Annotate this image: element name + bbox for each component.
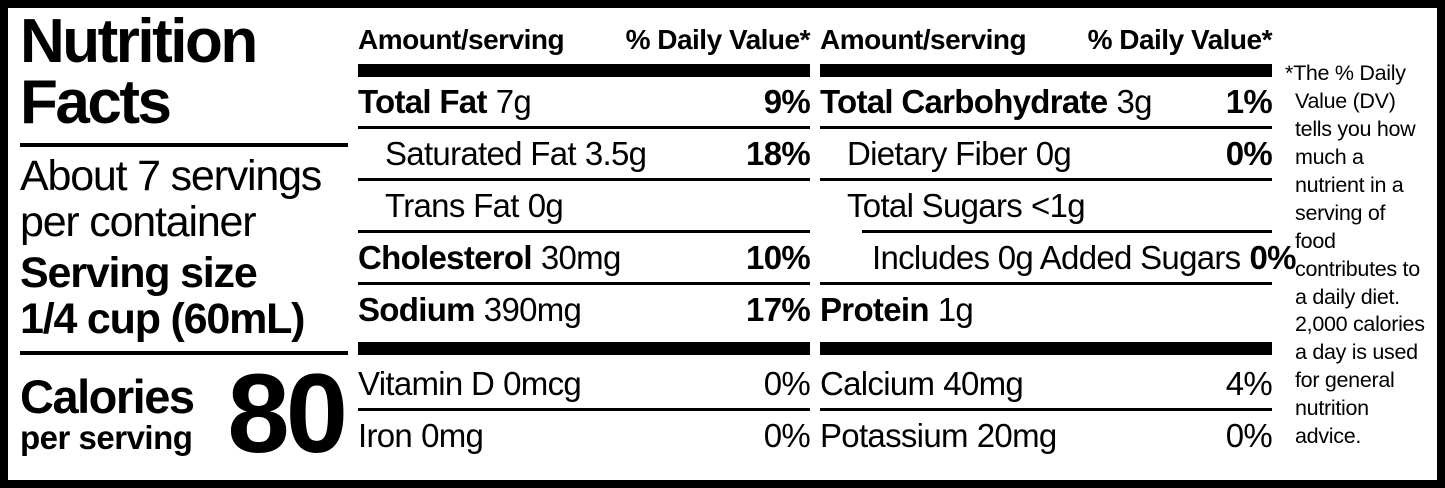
divider-indented [862,230,1272,233]
identity-panel: Nutrition Facts About 7 servings per con… [8,8,348,480]
divider [358,408,810,411]
nutrient-name: Sodium [358,290,475,328]
nutrient-row-sodium: Sodium 390mg 17% [358,285,811,334]
nutrient-row-trans-fat: Trans Fat 0g [358,181,810,230]
nutrient-row-iron: Iron 0mg 0% [358,411,811,460]
nutrient-amount: <1g [1031,186,1086,224]
nutrient-dv: 1% [1225,82,1273,120]
nutrient-row-vitamin-d: Vitamin D 0mcg 0% [358,359,811,408]
nutrient-row-total-sugars: Total Sugars <1g [820,181,1272,230]
nutrient-dv: 4% [1225,364,1273,402]
nutrient-dv: 0% [763,416,811,454]
nutrient-dv: 0% [763,364,811,402]
divider-thick [358,64,810,77]
calories-row: Calories per serving 80 [20,355,348,475]
divider-thick [358,342,810,355]
servings-line-2: per container [20,197,257,246]
nutrient-row-protein: Protein 1g [820,285,1272,334]
nutrient-amount: 390mg [483,290,582,328]
title-line-2: Facts [20,67,172,137]
nutrient-amount: 20mg [976,416,1057,454]
nutrient-name: Iron [358,416,413,454]
serving-size-value: 1/4 cup (60mL) [20,294,305,343]
divider [820,126,1272,129]
nutrient-row-total-fat: Total Fat 7g 9% [358,77,811,126]
nutrient-row-dietary-fiber: Dietary Fiber 0g 0% [820,129,1273,178]
nutrient-dv: 0% [1225,134,1273,172]
nutrient-name: Dietary Fiber [847,134,1027,172]
nutrient-name: Calcium [820,364,935,402]
nutrient-name: Includes 0g Added Sugars [872,238,1241,276]
nutrient-name: Total Sugars [847,186,1023,224]
nutrient-row-cholesterol: Cholesterol 30mg 10% [358,233,811,282]
nutrient-dv: 10% [746,238,811,276]
nutrient-name: Cholesterol [358,238,533,276]
nutrient-amount: 0mg [421,416,484,454]
serving-size: Serving size 1/4 cup (60mL) [20,248,348,343]
label-title: Nutrition Facts [20,11,348,137]
nutrient-row-calcium: Calcium 40mg 4% [820,359,1273,408]
nutrient-dv: 9% [763,82,811,120]
calories-label-block: Calories per serving [20,369,195,456]
servings-per-container: About 7 servings per container [20,151,348,246]
nutrient-amount: 0mcg [503,364,582,402]
nutrient-row-total-carbohydrate: Total Carbohydrate 3g 1% [820,77,1273,126]
nutrient-dv: 0% [1225,416,1273,454]
calories-label: Calories [20,369,195,423]
nutrient-row-saturated-fat: Saturated Fat 3.5g 18% [358,129,811,178]
nutrient-column-2: Amount/serving % Daily Value* Total Carb… [820,8,1297,480]
nutrient-row-potassium: Potassium 20mg 0% [820,411,1273,460]
divider-thick [820,342,1272,355]
daily-value-header: % Daily Value* [625,23,811,55]
nutrient-name: Protein [820,290,929,328]
divider [820,408,1272,411]
divider [358,178,810,181]
nutrient-amount: 0g [527,186,564,224]
divider [820,282,1272,285]
nutrient-name: Total Fat [358,82,487,120]
divider [358,230,810,233]
nutrient-row-added-sugars: Includes 0g Added Sugars 0% [820,233,1297,282]
daily-value-header: % Daily Value* [1087,23,1273,55]
nutrient-amount: 3g [1116,82,1153,120]
nutrient-name: Total Carbohydrate [820,82,1108,120]
amount-serving-header: Amount/serving [358,23,565,55]
nutrient-column-1: Amount/serving % Daily Value* Total Fat 7… [358,8,811,480]
nutrient-amount: 7g [495,82,532,120]
divider [20,142,348,147]
serving-size-label: Serving size [20,248,258,297]
nutrient-name: Vitamin D [358,364,495,402]
calories-sublabel: per serving [20,418,193,456]
nutrient-name: Saturated Fat [385,134,577,172]
divider [20,350,348,355]
divider [820,178,1272,181]
nutrient-amount: 30mg [540,238,621,276]
nutrient-amount: 0g [1035,134,1072,172]
calories-value: 80 [227,351,348,477]
footnote-text: *The % Daily Value (DV) tells you how mu… [1285,61,1425,449]
daily-value-footnote: *The % Daily Value (DV) tells you how mu… [1285,60,1431,480]
nutrient-name: Potassium [820,416,968,454]
divider [358,126,810,129]
column-header: Amount/serving % Daily Value* [820,21,1273,58]
nutrient-dv: 17% [746,290,811,328]
amount-serving-header: Amount/serving [820,23,1027,55]
nutrient-name: Trans Fat [385,186,519,224]
nutrient-amount: 1g [937,290,974,328]
divider [358,282,810,285]
nutrient-dv: 18% [746,134,811,172]
title-line-1: Nutrition [20,7,258,76]
column-header: Amount/serving % Daily Value* [358,21,811,58]
nutrient-amount: 40mg [943,364,1024,402]
servings-line-1: About 7 servings [20,151,322,200]
divider-thick [820,64,1272,77]
nutrient-dv: 0% [1249,238,1297,276]
nutrient-amount: 3.5g [584,134,647,172]
